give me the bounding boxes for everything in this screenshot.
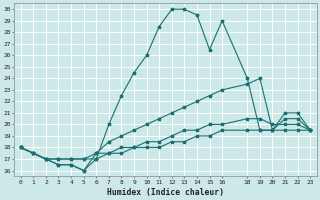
X-axis label: Humidex (Indice chaleur): Humidex (Indice chaleur) — [107, 188, 224, 197]
